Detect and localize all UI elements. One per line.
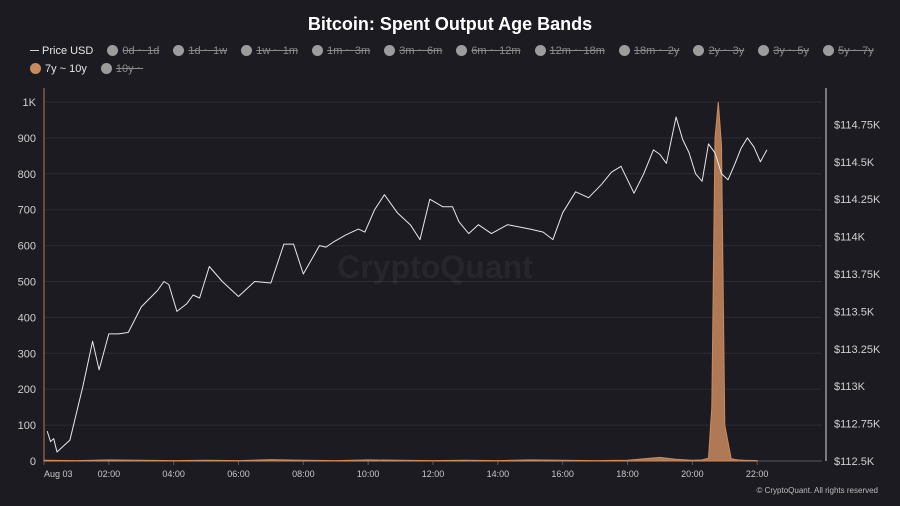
- legend-item[interactable]: 5y ~ 7y: [823, 42, 874, 60]
- y-right-tick-label: $114.25K: [834, 194, 881, 206]
- legend-dot-marker: [173, 45, 185, 56]
- legend-label: 1d ~ 1w: [188, 45, 228, 57]
- legend-label: 6m ~ 12m: [471, 45, 521, 57]
- x-tick-label: 16:00: [551, 469, 574, 479]
- legend-item[interactable]: 12m ~ 18m: [534, 42, 605, 60]
- legend-label: 1m ~ 3m: [327, 45, 371, 57]
- x-axis-ticks: Aug 03 02:00 04:00 06:00 08:00 10:00 12:00 14:0…: [43, 461, 769, 479]
- y-right-tick-label: $113K: [834, 381, 866, 393]
- y-left-tick-label: 0: [30, 456, 36, 468]
- x-tick-label: 20:00: [681, 469, 704, 479]
- x-tick-label: 14:00: [487, 469, 510, 479]
- legend-label: 0d ~ 1d: [122, 45, 160, 57]
- right-axis-ticks: $112.5K $112.75K $113K $113.25K $113.5K $113.…: [834, 119, 881, 468]
- x-tick-label: 18:00: [616, 469, 639, 479]
- y-right-tick-label: $112.75K: [834, 419, 881, 431]
- legend-item[interactable]: 2y ~ 3y: [693, 42, 744, 60]
- y-left-tick-label: 800: [18, 169, 36, 181]
- legend-dot-marker: [241, 45, 253, 56]
- legend-dot-marker: [107, 45, 119, 56]
- chart-title: Bitcoin: Spent Output Age Bands: [307, 14, 593, 34]
- legend-label: 3y ~ 5y: [773, 45, 809, 57]
- y-left-tick-label: 200: [18, 384, 36, 396]
- legend-label: 18m ~ 2y: [633, 45, 680, 57]
- y-left-tick-label: 100: [18, 420, 36, 432]
- legend-dot-marker: [823, 45, 834, 56]
- legend-item[interactable]: 10y ~: [100, 60, 144, 78]
- legend-label: 7y ~ 10y: [45, 63, 87, 75]
- y-left-tick-label: 700: [18, 205, 36, 217]
- legend-dot-marker: [312, 45, 324, 56]
- y-right-tick-label: $113.25K: [834, 344, 881, 356]
- legend-dot-marker: [384, 45, 396, 56]
- x-tick-label: 10:00: [357, 469, 380, 479]
- legend-label: Price USD: [42, 45, 94, 57]
- x-tick-label: 02:00: [98, 469, 121, 479]
- legend-item[interactable]: 1w ~ 1m: [241, 42, 298, 60]
- y-left-tick-label: 600: [18, 241, 36, 253]
- x-tick-label: 04:00: [162, 469, 185, 479]
- legend-label: 1w ~ 1m: [256, 45, 299, 57]
- series-7y-10y-area: [43, 101, 758, 462]
- x-tick-label: 12:00: [422, 469, 445, 479]
- y-left-tick-label: 900: [18, 133, 36, 145]
- legend-item[interactable]: 6m ~ 12m: [456, 42, 521, 60]
- legend-dot-marker: [534, 45, 546, 56]
- y-left-tick-label: 1K: [23, 97, 37, 109]
- x-tick-label: 08:00: [292, 469, 315, 479]
- legend-dot-marker: [618, 45, 630, 56]
- legend-item[interactable]: 3m ~ 6m: [384, 42, 442, 60]
- y-right-tick-label: $114.5K: [834, 157, 875, 169]
- left-axis-ticks: 0 100 200 300 400 500 600 700 800 900 1K: [18, 97, 37, 468]
- y-right-tick-label: $114.75K: [834, 119, 881, 131]
- y-right-tick-label: $112.5K: [834, 456, 875, 468]
- legend-item[interactable]: Price USD: [30, 42, 93, 60]
- y-right-tick-label: $113.75K: [834, 269, 881, 281]
- legend-label: 3m ~ 6m: [399, 45, 443, 57]
- y-right-tick-label: $113.5K: [834, 306, 875, 318]
- copyright-text: © CryptoQuant. All rights reserved: [756, 486, 879, 495]
- legend-item[interactable]: 1m ~ 3m: [312, 42, 370, 60]
- legend-label: 12m ~ 18m: [549, 45, 605, 57]
- legend-dot-marker: [758, 45, 770, 56]
- series-layer: [43, 101, 768, 462]
- legend-item[interactable]: 18m ~ 2y: [618, 42, 680, 60]
- legend-label: 2y ~ 3y: [708, 45, 745, 57]
- legend-dot-marker: [30, 63, 41, 74]
- legend-dot-marker: [456, 45, 468, 56]
- series-price-line: [46, 116, 768, 453]
- legend-item[interactable]: 7y ~ 10y: [30, 60, 87, 78]
- x-tick-label: 22:00: [746, 469, 769, 479]
- legend-item[interactable]: 1d ~ 1w: [173, 42, 227, 60]
- chart-legend: Price USD 0d ~ 1d 1d ~ 1w 1w ~ 1m 1m ~ 3m 3m …: [30, 42, 890, 78]
- legend-item[interactable]: 3y ~ 5y: [758, 42, 809, 60]
- x-tick-label: 06:00: [227, 469, 250, 479]
- y-left-tick-label: 300: [18, 348, 36, 360]
- legend-dot-marker: [100, 63, 112, 74]
- legend-label: 10y ~: [115, 63, 144, 75]
- y-right-tick-label: $114K: [834, 232, 866, 244]
- x-tick-label: Aug 03: [44, 469, 73, 479]
- y-left-tick-label: 500: [18, 277, 36, 289]
- y-left-tick-label: 400: [18, 312, 36, 324]
- watermark: CryptoQuant: [337, 249, 533, 285]
- legend-item[interactable]: 0d ~ 1d: [107, 42, 159, 60]
- legend-dot-marker: [693, 45, 705, 56]
- legend-line-marker: [30, 50, 39, 51]
- legend-label: 5y ~ 7y: [838, 45, 874, 57]
